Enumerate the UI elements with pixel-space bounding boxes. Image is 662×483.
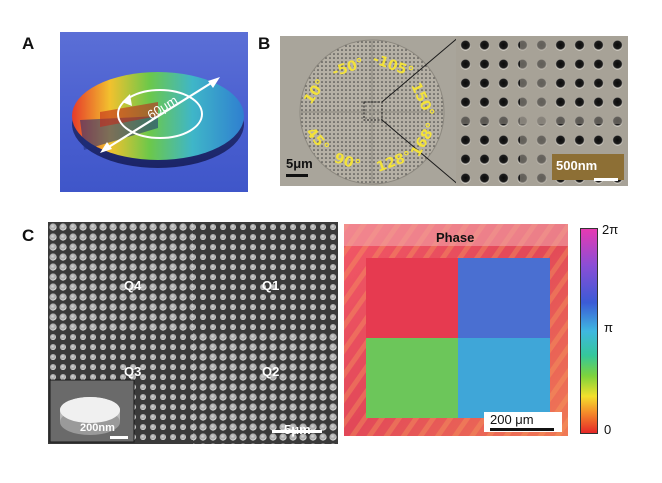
quadrant-label-q1: Q1 [262, 278, 280, 293]
quadrant-label-q2: Q2 [262, 364, 280, 379]
panel-a-image: 60μm [60, 32, 248, 192]
colorbar-tick-pi: π [604, 320, 613, 335]
scale-bar-label: 500nm [556, 158, 598, 173]
quadrant-label-q3: Q3 [124, 364, 142, 379]
phase-title: Phase [436, 230, 475, 245]
phase-map-image: Phase 200 μm [344, 224, 568, 436]
scale-bar-label: 5μm [286, 156, 313, 171]
panel-a-letter: A [22, 34, 35, 53]
panel-b-zoom-image: 500nm [456, 36, 628, 186]
colorbar-tick-2pi: 2π [602, 222, 619, 237]
panel-c-sem-image: Q4 Q1 Q3 Q2 200nm 5μm [48, 222, 338, 444]
nanodisk-array [48, 222, 338, 444]
scale-bar-label: 200 μm [490, 412, 534, 427]
panel-c-letter: C [22, 226, 35, 245]
phase-map [344, 224, 568, 436]
colorbar [580, 228, 598, 434]
quadrant-label-q4: Q4 [124, 278, 142, 293]
inset-scale-label: 200nm [80, 422, 115, 434]
scale-bar-label: 5μm [284, 422, 311, 437]
spiral-disk-render [72, 72, 244, 168]
nanohole-sem [456, 36, 628, 186]
colorbar-tick-0: 0 [604, 422, 612, 437]
panel-b-letter: B [258, 34, 271, 53]
panel-b-metasurface-image: 10° -50° -105° 150° 168° 128° 90° 45° 5μ… [280, 36, 460, 186]
circular-hole-array [286, 36, 460, 186]
